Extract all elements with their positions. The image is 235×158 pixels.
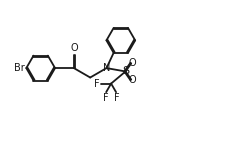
Text: S: S [122,67,129,76]
Text: O: O [70,43,78,53]
Text: F: F [94,79,100,88]
Text: F: F [114,93,119,103]
Text: O: O [129,75,136,85]
Text: N: N [103,63,110,73]
Text: O: O [129,58,136,67]
Text: Br: Br [14,63,25,73]
Text: F: F [103,93,109,103]
